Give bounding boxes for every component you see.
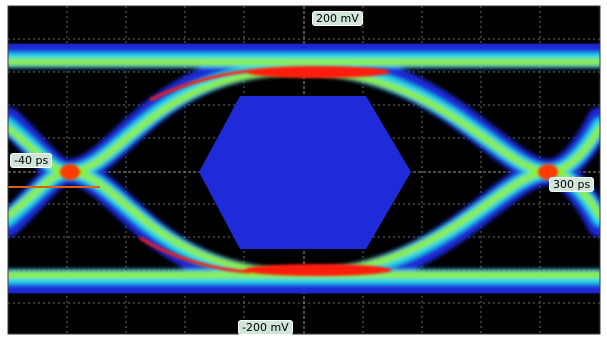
peak-density-regions (60, 66, 558, 276)
voltage-top-label[interactable]: 200 mV (312, 11, 363, 26)
time-left-cursor-label[interactable]: -40 ps (10, 153, 53, 168)
eye-mask (199, 96, 411, 249)
time-right-cursor-label[interactable]: 300 ps (549, 177, 595, 192)
screen-frame (7, 5, 601, 335)
voltage-bottom-label[interactable]: -200 mV (238, 320, 293, 335)
